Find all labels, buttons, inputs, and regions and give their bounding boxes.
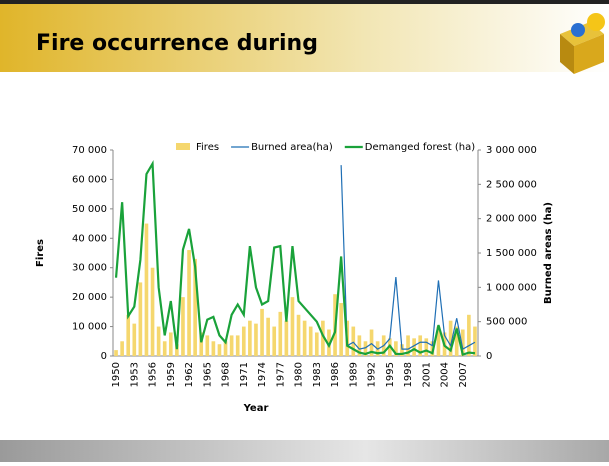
bar <box>205 335 209 356</box>
bar <box>473 327 477 356</box>
x-tick-label: 1986 <box>330 362 341 387</box>
yticks-label: 0 <box>101 351 107 362</box>
y2-axis-title: Burned areas (ha) <box>543 202 554 304</box>
bar <box>139 282 143 356</box>
x-tick-label: 2004 <box>440 362 451 387</box>
legend-label: Demanged forest (ha) <box>365 142 475 153</box>
bar <box>424 338 428 356</box>
bar <box>309 327 313 356</box>
bar <box>145 224 149 356</box>
x-tick-label: 1974 <box>257 362 268 387</box>
slide: Fire occurrence during Year Fires Burned… <box>0 0 609 462</box>
x-tick-label: 1956 <box>148 362 159 387</box>
x-tick-label: 1980 <box>294 362 305 387</box>
y2ticks-label: 1 000 000 <box>486 282 537 293</box>
bar <box>169 332 173 356</box>
x-tick-label: 1992 <box>367 362 378 387</box>
bar <box>266 318 270 356</box>
bar <box>291 297 295 356</box>
bar <box>303 321 307 356</box>
y2ticks-label: 2 000 000 <box>486 214 537 225</box>
bar <box>230 335 234 356</box>
bar <box>132 324 136 356</box>
x-tick-label: 2007 <box>458 362 469 387</box>
x-tick-label: 1965 <box>202 362 213 387</box>
bar <box>254 324 258 356</box>
bar <box>285 321 289 356</box>
bar <box>272 327 276 356</box>
x-tick-label: 2001 <box>421 362 432 387</box>
yticks-label: 10 000 <box>72 322 107 333</box>
x-tick-label: 1989 <box>348 362 359 387</box>
bar <box>114 350 118 356</box>
x-tick-label: 1959 <box>166 362 177 387</box>
bar <box>157 327 161 356</box>
legend-label: Fires <box>196 142 219 153</box>
bar <box>151 268 155 356</box>
x-tick-label: 1998 <box>403 362 414 387</box>
y2ticks-label: 3 000 000 <box>486 145 537 156</box>
bar <box>467 315 471 356</box>
x-tick-label: 1950 <box>111 362 122 387</box>
yticks-label: 30 000 <box>72 263 107 274</box>
page: Fire occurrence during Year Fires Burned… <box>0 0 609 466</box>
legend-swatch <box>176 143 190 150</box>
x-tick-label: 1983 <box>312 362 323 387</box>
bar <box>278 312 282 356</box>
yticks-label: 60 000 <box>72 174 107 185</box>
bar <box>120 341 124 356</box>
top-border <box>0 0 609 4</box>
x-tick-label: 1953 <box>129 362 140 387</box>
y2ticks-label: 500 000 <box>486 317 527 328</box>
slide-title: Fire occurrence during <box>36 31 318 56</box>
yticks-label: 70 000 <box>72 145 107 156</box>
x-tick-label: 1971 <box>239 362 250 387</box>
bar <box>181 297 185 356</box>
y2ticks-label: 2 500 000 <box>486 179 537 190</box>
bar <box>248 321 252 356</box>
x-tick-label: 1962 <box>184 362 195 387</box>
footer-band <box>0 440 609 462</box>
yticks-label: 40 000 <box>72 233 107 244</box>
bar <box>260 309 264 356</box>
x-tick-label: 1977 <box>275 362 286 387</box>
yticks-label: 20 000 <box>72 292 107 303</box>
bar <box>351 327 355 356</box>
bar <box>218 344 222 356</box>
legend-label: Burned area(ha) <box>251 142 333 153</box>
bar <box>297 315 301 356</box>
x-tick-label: 1995 <box>385 362 396 387</box>
bar <box>212 341 216 356</box>
bar <box>126 315 130 356</box>
x-tick-label: 1968 <box>221 362 232 387</box>
bar <box>315 332 319 356</box>
yticks-label: 50 000 <box>72 204 107 215</box>
y2ticks-label: 1 500 000 <box>486 248 537 259</box>
y-axis-title: Fires <box>35 239 46 267</box>
bar <box>187 250 191 356</box>
bar <box>236 335 240 356</box>
y2ticks-label: 0 <box>486 351 492 362</box>
bar <box>412 338 416 356</box>
bar <box>242 327 246 356</box>
bar <box>163 341 167 356</box>
bar <box>339 303 343 356</box>
x-axis-title: Year <box>243 403 269 414</box>
